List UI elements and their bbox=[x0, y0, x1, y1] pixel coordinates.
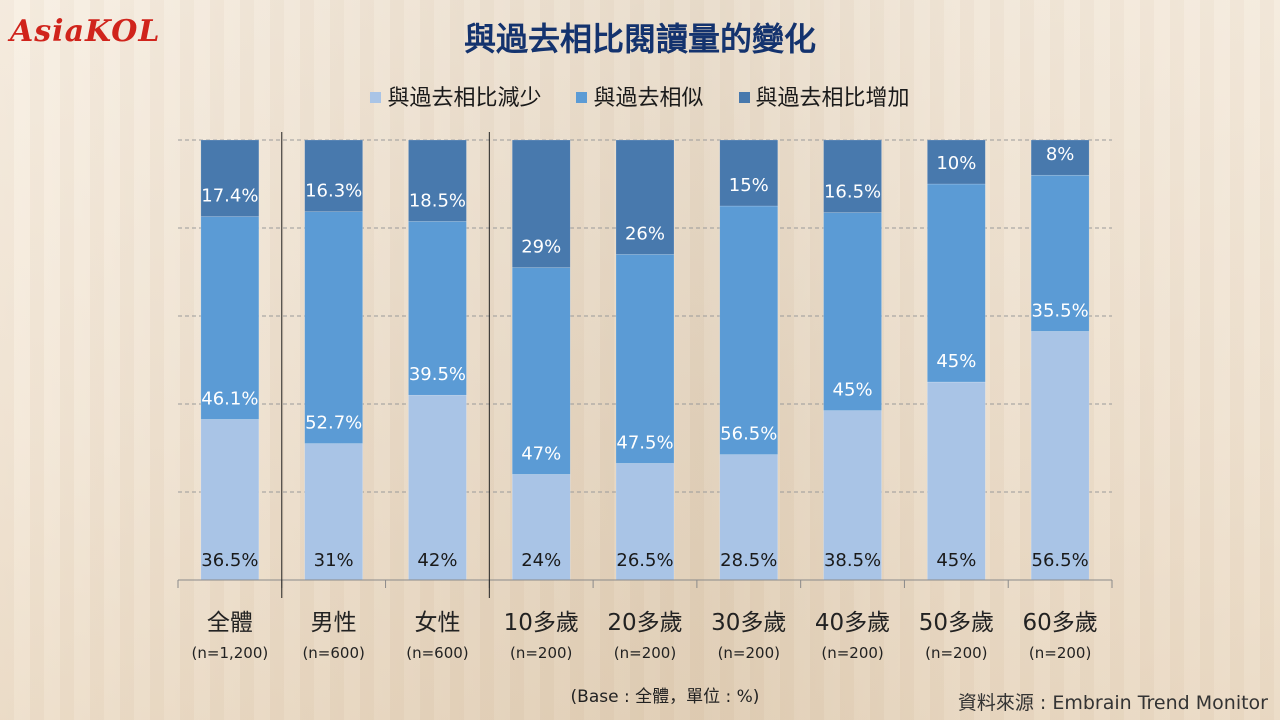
bar-decrease-1 bbox=[304, 443, 363, 581]
bar-similar-3 bbox=[511, 267, 571, 475]
data-label-similar-4: 47.5% bbox=[616, 432, 673, 453]
chart-title: 與過去相比閱讀量的變化 bbox=[463, 20, 816, 58]
sample-size-label-0: (n=1,200) bbox=[192, 644, 269, 662]
data-label-increase-2: 18.5% bbox=[409, 190, 466, 211]
bar-decrease-2 bbox=[408, 394, 467, 581]
data-label-decrease-2: 42% bbox=[417, 550, 457, 571]
bar-increase-7 bbox=[927, 139, 986, 185]
data-label-similar-1: 52.7% bbox=[305, 413, 362, 434]
category-label-6: 40多歲 bbox=[815, 610, 890, 636]
data-label-decrease-1: 31% bbox=[314, 550, 354, 571]
bar-similar-8 bbox=[1030, 174, 1090, 332]
bar-decrease-3 bbox=[511, 474, 571, 581]
category-label-7: 50多歲 bbox=[919, 610, 994, 636]
bar-increase-2 bbox=[408, 139, 467, 222]
legend-label-similar: 與過去相似 bbox=[593, 86, 704, 111]
bar-decrease-4 bbox=[615, 463, 675, 581]
bar-increase-4 bbox=[615, 139, 675, 255]
bar-decrease-6 bbox=[823, 410, 882, 581]
data-label-increase-8: 8% bbox=[1046, 144, 1075, 165]
data-label-increase-6: 16.5% bbox=[824, 182, 881, 203]
bar-decrease-0 bbox=[200, 419, 260, 581]
legend-swatch-decrease bbox=[370, 92, 382, 103]
bar-increase-5 bbox=[719, 139, 779, 207]
bar-similar-6 bbox=[823, 212, 882, 411]
sample-size-label-8: (n=200) bbox=[1029, 644, 1091, 662]
bar-increase-3 bbox=[511, 139, 571, 268]
category-label-1: 男性 bbox=[311, 610, 357, 636]
bar-similar-4 bbox=[615, 254, 675, 464]
legend-item-decrease: 與過去相比減少 bbox=[370, 80, 541, 112]
data-label-similar-8: 35.5% bbox=[1032, 300, 1089, 321]
chart-legend: 與過去相比減少 與過去相似 與過去相比增加 bbox=[0, 80, 1280, 112]
bar-increase-1 bbox=[304, 139, 363, 212]
bar-increase-0 bbox=[200, 139, 260, 217]
legend-item-increase: 與過去相比增加 bbox=[738, 80, 910, 112]
data-label-increase-4: 26% bbox=[625, 223, 665, 244]
data-label-increase-7: 10% bbox=[936, 153, 976, 174]
data-label-decrease-5: 28.5% bbox=[720, 550, 777, 571]
data-label-similar-6: 45% bbox=[833, 380, 873, 401]
data-label-decrease-0: 36.5% bbox=[201, 550, 258, 571]
sample-size-label-7: (n=200) bbox=[925, 644, 987, 662]
data-label-decrease-3: 24% bbox=[521, 550, 561, 571]
legend-swatch-similar bbox=[576, 92, 588, 103]
data-label-similar-2: 39.5% bbox=[409, 364, 466, 385]
asiakol-logo: AsiaKOL bbox=[10, 14, 161, 49]
bar-similar-7 bbox=[927, 183, 986, 383]
category-label-2: 女性 bbox=[414, 610, 460, 636]
data-label-similar-5: 56.5% bbox=[720, 424, 777, 445]
bar-increase-6 bbox=[823, 139, 882, 213]
data-label-similar-0: 46.1% bbox=[201, 388, 258, 409]
sample-size-label-3: (n=200) bbox=[510, 644, 572, 662]
category-label-3: 10多歲 bbox=[504, 610, 579, 636]
bar-decrease-5 bbox=[719, 454, 779, 581]
data-label-decrease-6: 38.5% bbox=[824, 550, 881, 571]
data-label-decrease-8: 56.5% bbox=[1032, 550, 1089, 571]
sample-size-label-1: (n=600) bbox=[302, 644, 364, 662]
category-label-8: 60多歲 bbox=[1022, 610, 1097, 636]
legend-label-increase: 與過去相比增加 bbox=[755, 86, 910, 111]
sample-size-label-5: (n=200) bbox=[718, 644, 780, 662]
data-label-decrease-4: 26.5% bbox=[616, 550, 673, 571]
sample-size-label-6: (n=200) bbox=[821, 644, 883, 662]
legend-label-decrease: 與過去相比減少 bbox=[387, 86, 542, 111]
data-label-similar-7: 45% bbox=[936, 351, 976, 372]
legend-item-similar: 與過去相似 bbox=[576, 80, 704, 112]
data-label-similar-3: 47% bbox=[521, 443, 561, 464]
data-label-increase-1: 16.3% bbox=[305, 181, 362, 202]
sample-size-label-2: (n=600) bbox=[406, 644, 468, 662]
bar-decrease-8 bbox=[1030, 331, 1090, 581]
bar-similar-2 bbox=[408, 221, 467, 396]
bar-increase-8 bbox=[1030, 139, 1090, 176]
data-label-increase-3: 29% bbox=[521, 237, 561, 258]
source-note: 資料來源 : Embrain Trend Monitor bbox=[957, 692, 1268, 714]
bar-decrease-7 bbox=[927, 381, 986, 581]
bar-similar-5 bbox=[719, 205, 779, 455]
base-note: (Base : 全體，單位 : %) bbox=[570, 687, 760, 707]
data-label-increase-0: 17.4% bbox=[201, 186, 258, 207]
category-label-5: 30多歲 bbox=[711, 610, 786, 636]
legend-swatch-increase bbox=[738, 92, 750, 103]
category-label-4: 20多歲 bbox=[607, 610, 682, 636]
category-label-0: 全體 bbox=[207, 610, 253, 636]
bar-similar-1 bbox=[304, 211, 363, 444]
data-label-decrease-7: 45% bbox=[936, 550, 976, 571]
data-label-increase-5: 15% bbox=[729, 175, 769, 196]
sample-size-label-4: (n=200) bbox=[614, 644, 676, 662]
